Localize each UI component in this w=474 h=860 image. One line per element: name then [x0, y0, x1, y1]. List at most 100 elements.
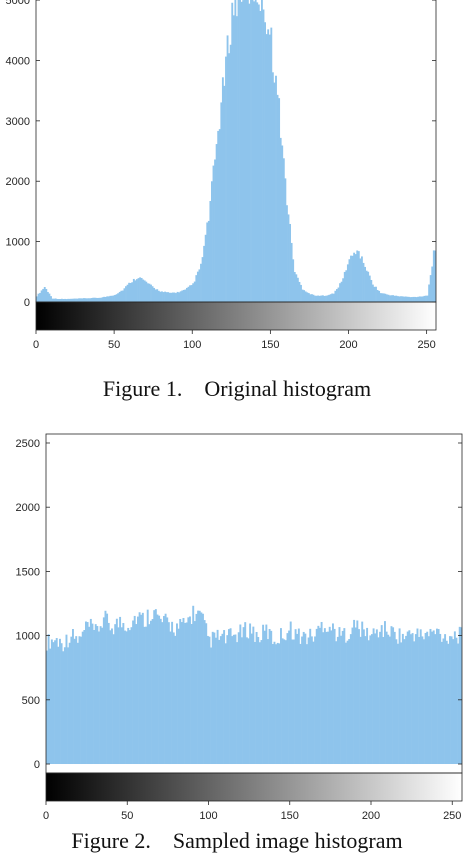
- histogram-bar: [417, 296, 420, 302]
- histogram-bar: [323, 295, 326, 302]
- histogram-bar: [211, 631, 214, 765]
- histogram-bar: [338, 627, 341, 765]
- histogram-bar: [92, 297, 95, 302]
- histogram-bar: [125, 286, 127, 302]
- histogram-bar: [145, 281, 148, 302]
- histogram-bar: [240, 1, 243, 302]
- histogram-bar: [157, 290, 160, 302]
- histogram-bar: [51, 298, 54, 302]
- histogram-bar: [130, 627, 133, 765]
- histogram-bar: [460, 627, 462, 765]
- histogram-bar: [429, 628, 432, 765]
- histogram-bar: [217, 130, 220, 302]
- histogram-bar: [445, 640, 448, 765]
- histogram-bar: [253, 1, 256, 302]
- histogram-bar: [91, 623, 94, 765]
- y-tick-label: 4000: [6, 55, 30, 67]
- histogram-bar: [207, 220, 210, 302]
- histogram-bar: [239, 0, 241, 302]
- histogram-bar: [358, 629, 360, 765]
- x-tick-label: 200: [339, 339, 357, 351]
- histogram-bar: [332, 623, 334, 765]
- histogram-bar: [380, 625, 383, 765]
- histogram-bar: [128, 630, 131, 765]
- histogram-bar: [237, 0, 240, 302]
- histogram-bar: [49, 648, 52, 765]
- histogram-bar: [159, 618, 162, 765]
- histogram-bar: [345, 642, 347, 765]
- histogram-bar: [117, 293, 120, 302]
- histogram-bar: [167, 292, 170, 302]
- x-tick-label: 100: [183, 339, 201, 351]
- histogram-bar: [273, 82, 276, 302]
- axes-frame: [45, 433, 463, 774]
- histogram-bar: [382, 293, 385, 302]
- histogram-bar: [262, 624, 265, 765]
- histogram-bar: [333, 628, 336, 765]
- histogram-bar: [127, 627, 130, 765]
- histogram-bar: [293, 272, 296, 302]
- histogram-bar: [106, 613, 109, 765]
- histogram-bar: [179, 291, 182, 302]
- histogram-bar: [350, 255, 352, 302]
- histogram-bar: [368, 275, 371, 302]
- histogram-bar: [78, 298, 81, 302]
- histogram-bar: [223, 85, 226, 302]
- histogram-bar: [425, 295, 427, 302]
- histogram-bar: [426, 295, 429, 302]
- histogram-bar: [385, 631, 388, 765]
- histogram-bar: [109, 295, 112, 302]
- histogram-bar: [439, 633, 442, 765]
- histogram-bar: [67, 647, 70, 765]
- x-tick-label: 50: [121, 810, 133, 822]
- histogram-bar: [204, 234, 207, 302]
- histogram-bar: [260, 640, 263, 765]
- histogram-bar: [115, 618, 118, 765]
- histogram-bar: [328, 626, 331, 765]
- histogram-bar: [300, 284, 302, 302]
- x-tick: 150: [261, 330, 280, 351]
- histogram-bar: [185, 622, 188, 765]
- histogram-bar: [216, 629, 219, 765]
- histogram-bar: [132, 278, 135, 302]
- histogram-bar: [151, 619, 154, 765]
- x-tick-label: 0: [33, 339, 39, 351]
- histogram-bar: [276, 642, 279, 765]
- histogram-bar: [286, 205, 288, 302]
- histogram-bar: [304, 633, 307, 765]
- histogram-bar: [184, 622, 187, 765]
- histogram-bar: [392, 295, 395, 302]
- histogram-bar: [327, 631, 330, 765]
- histogram-bar: [320, 295, 323, 302]
- histogram-bar: [193, 621, 196, 765]
- histogram-bar: [386, 294, 388, 302]
- histogram-bar: [362, 262, 365, 302]
- histogram-bar: [434, 250, 436, 302]
- histogram-bar: [309, 628, 312, 765]
- y-tick-label: 3000: [6, 116, 30, 128]
- histogram-bar: [170, 292, 173, 302]
- histogram-bar: [374, 633, 377, 765]
- histogram-bar: [81, 631, 84, 765]
- histogram-bar: [256, 2, 259, 302]
- histogram-bar: [94, 624, 97, 765]
- histogram-bar: [163, 616, 165, 765]
- histogram-bar: [280, 628, 282, 765]
- histogram-bar: [287, 214, 290, 302]
- histogram-bar: [400, 642, 403, 765]
- histogram-bar: [54, 640, 57, 765]
- histogram-bar: [284, 640, 287, 765]
- histogram-bar: [154, 289, 157, 302]
- histogram-bar: [214, 159, 216, 302]
- histogram-bar: [364, 636, 367, 765]
- histogram-bar: [322, 632, 325, 765]
- histogram-bar: [361, 621, 364, 765]
- histogram-bar: [317, 295, 320, 302]
- histogram-bar: [55, 638, 58, 765]
- histogram-bar: [289, 223, 291, 302]
- histogram-bar: [375, 286, 377, 302]
- histogram-bar: [243, 0, 246, 302]
- histogram-bar: [90, 298, 93, 302]
- histogram-bar: [290, 242, 293, 302]
- histogram-bar: [406, 296, 409, 302]
